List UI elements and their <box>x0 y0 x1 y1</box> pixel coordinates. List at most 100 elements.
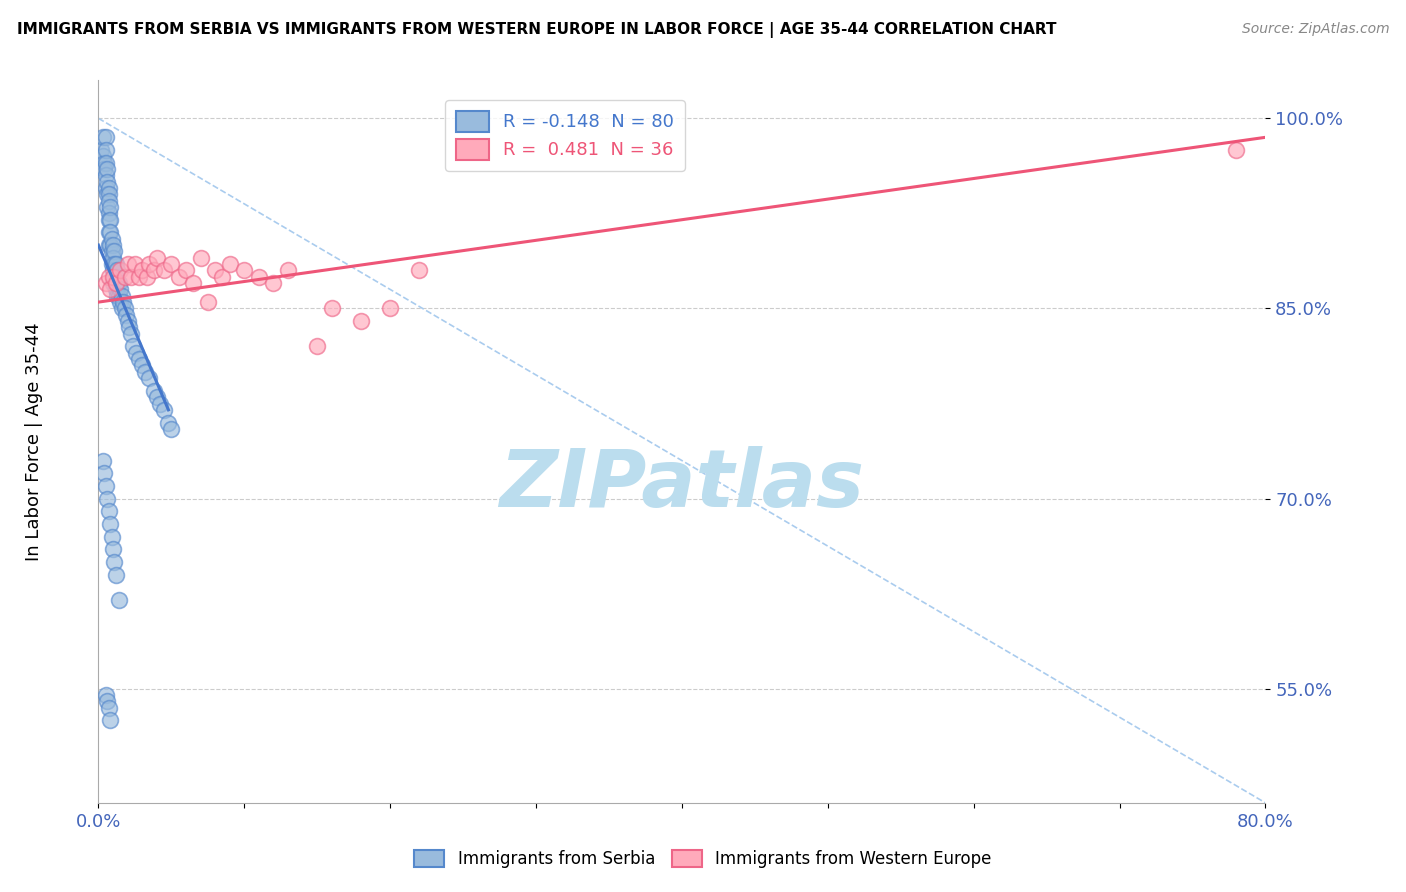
Point <box>110 263 132 277</box>
Point <box>97 504 120 518</box>
Point <box>142 384 165 398</box>
Point <box>128 269 150 284</box>
Point <box>101 263 124 277</box>
Point <box>93 161 115 176</box>
Point <box>146 251 169 265</box>
Text: ZIPatlas: ZIPatlas <box>499 446 865 524</box>
Point <box>97 238 120 252</box>
Point <box>97 194 120 208</box>
Point <box>91 149 114 163</box>
Point <box>97 181 120 195</box>
Point <box>104 282 127 296</box>
Point <box>131 263 153 277</box>
Point <box>96 491 118 506</box>
Point <box>122 339 145 353</box>
Point <box>124 257 146 271</box>
Point <box>94 155 117 169</box>
Point <box>93 467 115 481</box>
Point <box>131 359 153 373</box>
Point <box>111 301 134 316</box>
Point <box>128 352 150 367</box>
Point <box>135 269 157 284</box>
Point <box>149 396 172 410</box>
Point <box>103 555 125 569</box>
Point <box>218 257 240 271</box>
Point <box>190 251 212 265</box>
Legend: Immigrants from Serbia, Immigrants from Western Europe: Immigrants from Serbia, Immigrants from … <box>408 843 998 875</box>
Point <box>100 257 122 271</box>
Point <box>138 257 160 271</box>
Point <box>118 320 141 334</box>
Point <box>114 301 136 316</box>
Point <box>321 301 343 316</box>
Point <box>174 263 197 277</box>
Point <box>108 276 131 290</box>
Point <box>104 567 127 582</box>
Text: IMMIGRANTS FROM SERBIA VS IMMIGRANTS FROM WESTERN EUROPE IN LABOR FORCE | AGE 35: IMMIGRANTS FROM SERBIA VS IMMIGRANTS FRO… <box>17 22 1056 38</box>
Point <box>93 155 115 169</box>
Point <box>277 263 299 277</box>
Point <box>160 422 183 436</box>
Point <box>100 244 122 259</box>
Text: Source: ZipAtlas.com: Source: ZipAtlas.com <box>1241 22 1389 37</box>
Point <box>105 289 128 303</box>
Point <box>111 289 134 303</box>
Point <box>211 269 233 284</box>
Point <box>91 130 114 145</box>
Point <box>105 263 128 277</box>
Point <box>101 269 124 284</box>
Point <box>104 257 127 271</box>
Point <box>104 276 127 290</box>
Point <box>204 263 226 277</box>
Point <box>380 301 402 316</box>
Point <box>100 232 122 246</box>
Point <box>101 276 124 290</box>
Point <box>233 263 256 277</box>
Point <box>134 365 156 379</box>
Point <box>97 212 120 227</box>
Point <box>100 530 122 544</box>
Point <box>408 263 430 277</box>
Point <box>142 263 165 277</box>
Point <box>157 416 180 430</box>
Point <box>103 257 125 271</box>
Point <box>94 479 117 493</box>
Point <box>90 143 112 157</box>
Point <box>120 269 142 284</box>
Point <box>247 269 270 284</box>
Point <box>114 269 136 284</box>
Point <box>98 282 121 296</box>
Point <box>262 276 284 290</box>
Point <box>125 346 148 360</box>
Point <box>101 238 124 252</box>
Point <box>94 688 117 702</box>
Point <box>103 244 125 259</box>
Point <box>97 187 120 202</box>
Point <box>98 714 121 728</box>
Y-axis label: In Labor Force | Age 35-44: In Labor Force | Age 35-44 <box>25 322 42 561</box>
Point <box>138 371 160 385</box>
Point <box>1225 143 1247 157</box>
Point <box>101 251 124 265</box>
Legend: R = -0.148  N = 80, R =  0.481  N = 36: R = -0.148 N = 80, R = 0.481 N = 36 <box>446 100 685 170</box>
Point <box>117 314 139 328</box>
Point <box>105 276 128 290</box>
Point <box>103 269 125 284</box>
Point <box>146 390 169 404</box>
Point <box>104 269 127 284</box>
Point <box>96 187 118 202</box>
Point <box>98 238 121 252</box>
Point <box>108 289 131 303</box>
Point <box>97 226 120 240</box>
Point <box>91 453 114 467</box>
Point <box>110 282 132 296</box>
Point <box>97 269 120 284</box>
Point <box>94 181 117 195</box>
Point <box>97 206 120 220</box>
Point <box>94 169 117 183</box>
Point <box>96 161 118 176</box>
Point <box>110 295 132 310</box>
Point <box>97 700 120 714</box>
Point <box>160 257 183 271</box>
Point <box>108 593 131 607</box>
